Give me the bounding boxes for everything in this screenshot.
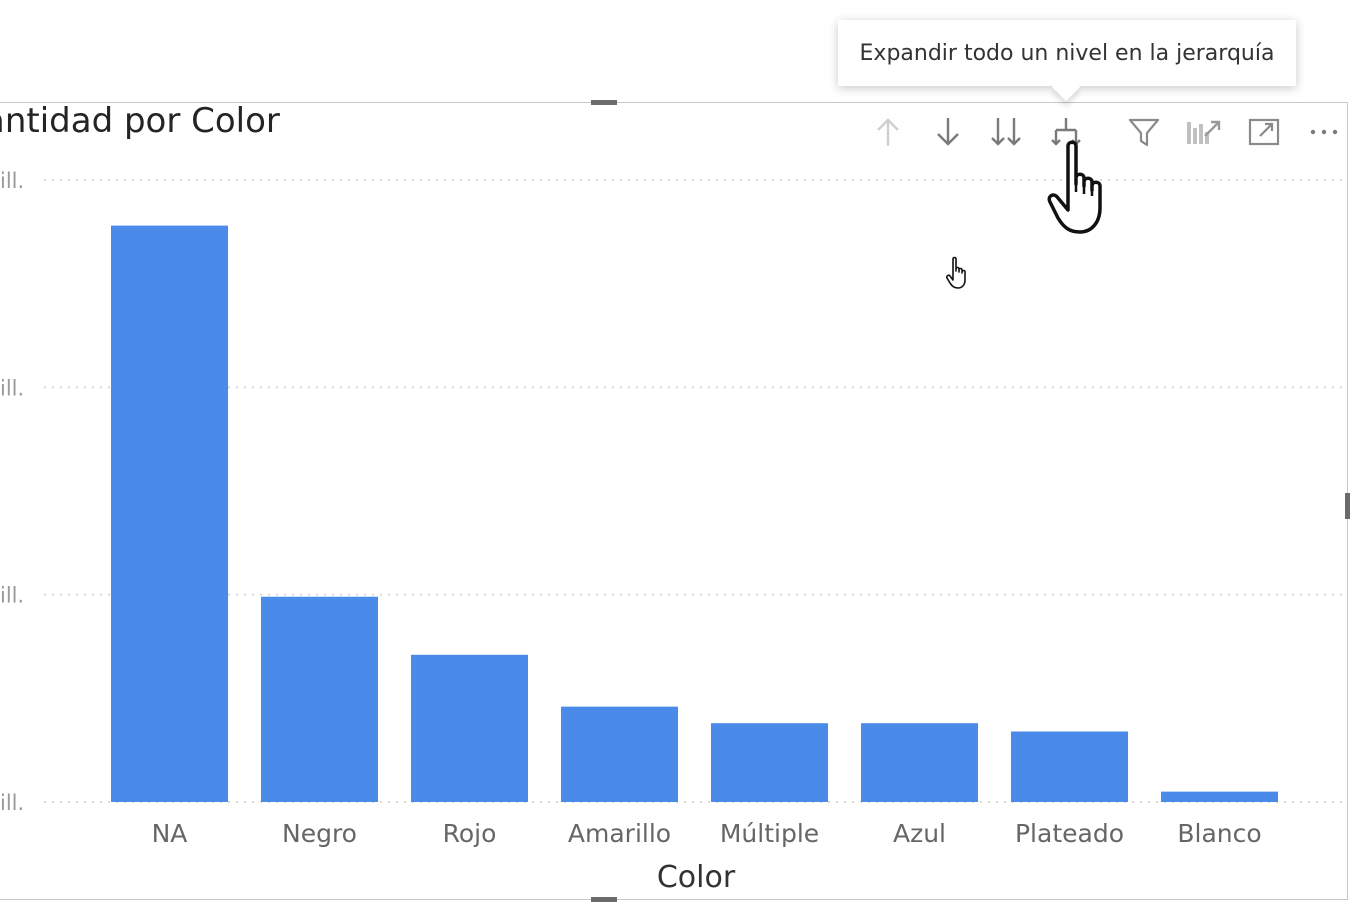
drill-down-on-icon[interactable] xyxy=(928,112,968,152)
y-tick-label: ill. xyxy=(0,584,24,608)
resize-handle-top[interactable] xyxy=(591,100,617,105)
y-tick-label: ill. xyxy=(0,376,24,400)
focus-mode-pin-icon[interactable] xyxy=(1184,112,1224,152)
bar[interactable] xyxy=(111,225,228,802)
x-axis-title: Color xyxy=(657,860,736,895)
x-tick-label: Plateado xyxy=(1015,819,1124,848)
x-tick-label: Amarillo xyxy=(568,819,671,848)
focus-mode-icon[interactable] xyxy=(1244,112,1284,152)
bar[interactable] xyxy=(411,654,528,802)
x-tick-label: Múltiple xyxy=(720,819,819,848)
x-tick-label: Rojo xyxy=(443,819,497,848)
filter-icon[interactable] xyxy=(1124,112,1164,152)
tooltip: Expandir todo un nivel en la jerarquía xyxy=(838,20,1296,102)
tooltip-text: Expandir todo un nivel en la jerarquía xyxy=(859,40,1275,66)
bar[interactable] xyxy=(1161,791,1278,802)
x-tick-label: Negro xyxy=(282,819,357,848)
bar[interactable] xyxy=(861,723,978,802)
go-to-next-level-icon[interactable] xyxy=(986,112,1026,152)
bar[interactable] xyxy=(711,723,828,802)
expand-hierarchy-icon[interactable] xyxy=(1046,112,1086,152)
bar[interactable] xyxy=(1011,731,1128,802)
x-tick-label: NA xyxy=(152,819,188,848)
resize-handle-right[interactable] xyxy=(1345,493,1350,519)
y-tick-label: ill. xyxy=(0,791,24,815)
drill-up-icon[interactable] xyxy=(868,112,908,152)
resize-handle-bottom[interactable] xyxy=(591,897,617,902)
x-tick-label: Azul xyxy=(893,819,946,848)
y-tick-label: ill. xyxy=(0,169,24,193)
x-tick-label: Blanco xyxy=(1177,819,1261,848)
chart-title: antidad por Color xyxy=(0,101,280,141)
more-options-icon[interactable] xyxy=(1304,112,1344,152)
bar[interactable] xyxy=(561,706,678,802)
bar[interactable] xyxy=(261,596,378,802)
